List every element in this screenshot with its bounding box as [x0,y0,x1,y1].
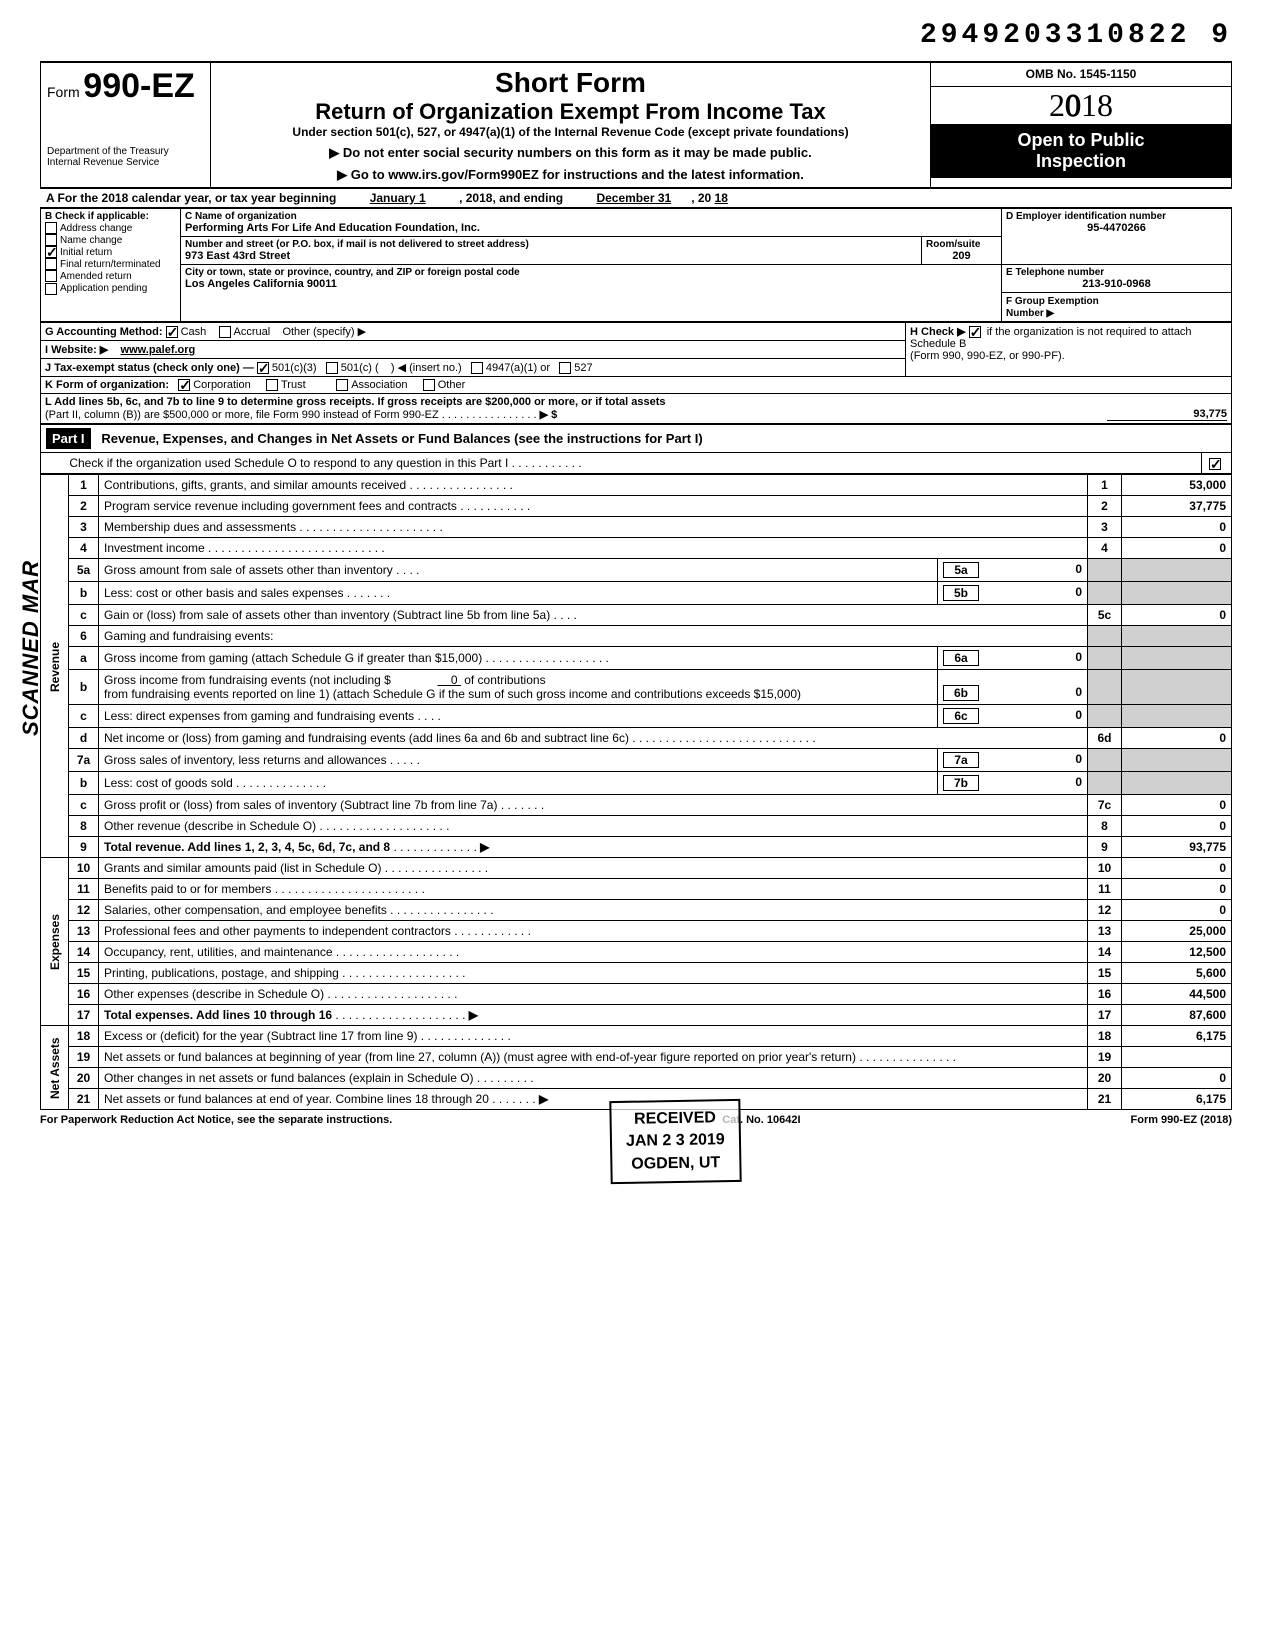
side-net-assets: Net Assets [41,1026,69,1110]
dept-irs: Internal Revenue Service [47,157,204,168]
part1-label: Part I [46,428,91,449]
title-under-section: Under section 501(c), 527, or 4947(a)(1)… [217,125,924,139]
org-name: Performing Arts For Life And Education F… [185,222,997,234]
val-16: 44,500 [1122,984,1232,1005]
cb-corporation[interactable] [178,379,190,391]
val-17: 87,600 [1122,1005,1232,1026]
val-15: 5,600 [1122,963,1232,984]
d-label: D Employer identification number [1006,211,1227,222]
cb-association[interactable] [336,379,348,391]
gross-receipts: 93,775 [1107,408,1227,421]
tax-year: 2018 [931,87,1231,124]
k-label: K Form of organization: [45,379,169,391]
open-public: Open to Public [937,130,1225,151]
side-expenses: Expenses [41,858,69,1026]
form-number: 990-EZ [83,67,195,105]
val-14: 12,500 [1122,942,1232,963]
dept-treasury: Department of the Treasury [47,146,204,157]
cb-501c3[interactable] [257,362,269,374]
val-3: 0 [1122,517,1232,538]
street-label: Number and street (or P.O. box, if mail … [185,239,917,250]
h-text2: (Form 990, 990-EZ, or 990-PF). [910,350,1065,362]
cb-amended[interactable] [45,270,57,282]
l-text: L Add lines 5b, 6c, and 7b to line 9 to … [45,396,666,408]
cb-pending[interactable] [45,283,57,295]
received-stamp: RECEIVED JAN 2 3 2019 OGDEN, UT [609,1099,741,1184]
val-8: 0 [1122,816,1232,837]
l-text2: (Part II, column (B)) are $500,000 or mo… [45,409,439,421]
form-header: Form 990-EZ Department of the Treasury I… [40,61,1232,189]
org-info-block: B Check if applicable: Address change Na… [40,208,1232,322]
val-9: 93,775 [1122,837,1232,858]
city: Los Angeles California 90011 [185,278,997,290]
val-12: 0 [1122,900,1232,921]
val-18: 6,175 [1122,1026,1232,1047]
val-1: 53,000 [1122,475,1232,496]
val-21: 6,175 [1122,1089,1232,1110]
part1-title: Revenue, Expenses, and Changes in Net As… [101,431,702,446]
inspection: Inspection [937,151,1225,172]
footer-left: For Paperwork Reduction Act Notice, see … [40,1114,392,1126]
cb-other-form[interactable] [423,379,435,391]
omb-number: OMB No. 1545-1150 [931,62,1232,86]
side-revenue: Revenue [41,475,69,858]
cb-schedule-b[interactable] [969,326,981,338]
ein: 95-4470266 [1006,222,1227,234]
cb-cash[interactable] [166,326,178,338]
g-label: G Accounting Method: [45,326,163,338]
title-short-form: Short Form [217,67,924,99]
street: 973 East 43rd Street [185,250,917,262]
city-label: City or town, state or province, country… [185,267,997,278]
val-4: 0 [1122,538,1232,559]
cb-4947[interactable] [471,362,483,374]
j-label: J Tax-exempt status (check only one) — [45,362,254,374]
form-prefix: Form [47,84,80,100]
val-13: 25,000 [1122,921,1232,942]
val-20: 0 [1122,1068,1232,1089]
phone: 213-910-0968 [1006,278,1227,290]
val-2: 37,775 [1122,496,1232,517]
i-label: I Website: ▶ [45,344,108,356]
val-7c: 0 [1122,795,1232,816]
row-a: A For the 2018 calendar year, or tax yea… [40,189,1232,208]
h-label: H Check ▶ [910,326,966,338]
cb-501c[interactable] [326,362,338,374]
cb-trust[interactable] [266,379,278,391]
c-label: C Name of organization [185,211,997,222]
dln-number: 2949203310822 9 [40,20,1232,51]
part1-check-line: Check if the organization used Schedule … [69,456,508,470]
part1-header: Part I Revenue, Expenses, and Changes in… [40,424,1232,474]
val-19 [1122,1047,1232,1068]
cb-final-return[interactable] [45,258,57,270]
room: 209 [926,250,997,262]
lines-table: Revenue 1 Contributions, gifts, grants, … [40,474,1232,1110]
cb-schedule-o[interactable] [1209,458,1221,470]
val-5c: 0 [1122,605,1232,626]
goto-note: ▶ Go to www.irs.gov/Form990EZ for instru… [217,167,924,183]
ssn-note: ▶ Do not enter social security numbers o… [217,145,924,161]
ghijk-block: G Accounting Method: Cash Accrual Other … [40,322,1232,424]
val-11: 0 [1122,879,1232,900]
b-label: B Check if applicable: [45,211,176,222]
cb-accrual[interactable] [219,326,231,338]
cb-address-change[interactable] [45,222,57,234]
cb-initial-return[interactable] [45,246,57,258]
f-label2: Number ▶ [1006,308,1054,319]
cb-527[interactable] [559,362,571,374]
val-6d: 0 [1122,728,1232,749]
e-label: E Telephone number [1006,267,1227,278]
f-label: F Group Exemption [1006,296,1099,307]
website: www.palef.org [121,344,196,356]
val-10: 0 [1122,858,1232,879]
footer-right: Form 990-EZ (2018) [1131,1114,1232,1126]
title-return: Return of Organization Exempt From Incom… [217,99,924,125]
room-label: Room/suite [926,239,997,250]
